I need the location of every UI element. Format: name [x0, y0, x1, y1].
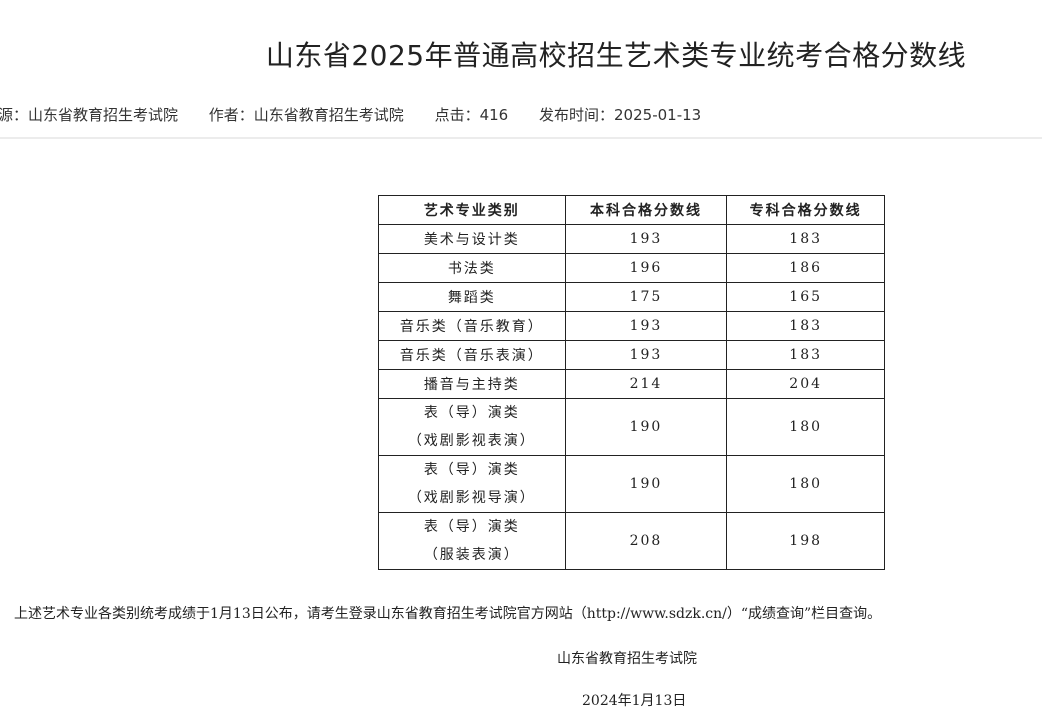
cell-junior: 183	[726, 340, 885, 370]
category-line: 书法类	[447, 261, 496, 277]
cell-junior: 204	[726, 369, 885, 399]
table-row: 舞蹈类 175 165	[378, 282, 885, 312]
cell-bachelor: 193	[564, 340, 728, 370]
cell-bachelor: 196	[564, 253, 728, 283]
table-row: 表（导）演类 （戏剧影视表演） 190 180	[378, 398, 885, 456]
cell-junior: 165	[726, 282, 885, 312]
signature: 山东省教育招生考试院	[557, 651, 697, 667]
meta-clicks: 点击：416	[434, 106, 509, 124]
cell-category: 播音与主持类	[378, 369, 566, 399]
table-row: 音乐类（音乐教育） 193 183	[378, 311, 885, 341]
article-title: 山东省2025年普通高校招生艺术类专业统考合格分数线	[265, 39, 967, 72]
cell-bachelor: 190	[564, 455, 728, 513]
table-row: 美术与设计类 193 183	[378, 224, 885, 254]
cell-category: 音乐类（音乐表演）	[378, 340, 566, 370]
meta-source: 源：山东省教育招生考试院	[0, 106, 179, 124]
cell-category: 表（导）演类 （戏剧影视表演）	[378, 398, 566, 456]
cell-category: 表（导）演类 （服装表演）	[378, 512, 566, 570]
meta-published: 发布时间：2025-01-13	[539, 106, 702, 124]
category-line: （服装表演）	[423, 547, 520, 563]
cell-bachelor: 175	[564, 282, 728, 312]
meta-author: 作者：山东省教育招生考试院	[208, 106, 404, 124]
cell-junior: 180	[726, 455, 885, 513]
cell-bachelor: 193	[564, 311, 728, 341]
cell-category: 美术与设计类	[378, 224, 566, 254]
cell-bachelor: 214	[564, 369, 728, 399]
category-line: （戏剧影视导演）	[407, 490, 536, 506]
category-line: 表（导）演类	[423, 519, 520, 535]
signature-date: 2024年1月13日	[582, 693, 687, 709]
cell-junior: 186	[726, 253, 885, 283]
category-line: 音乐类（音乐教育）	[399, 319, 544, 335]
category-line: 表（导）演类	[423, 405, 520, 421]
notice-text: 上述艺术专业各类别统考成绩于1月13日公布，请考生登录山东省教育招生考试院官方网…	[14, 606, 882, 622]
cell-category: 音乐类（音乐教育）	[378, 311, 566, 341]
category-line: （戏剧影视表演）	[407, 433, 536, 449]
cell-bachelor: 208	[564, 512, 728, 570]
category-line: 音乐类（音乐表演）	[399, 348, 544, 364]
cell-category: 书法类	[378, 253, 566, 283]
table-header-row: 艺术专业类别 本科合格分数线 专科合格分数线	[378, 195, 885, 225]
cell-junior: 183	[726, 224, 885, 254]
cell-junior: 180	[726, 398, 885, 456]
article-meta: 源：山东省教育招生考试院 作者：山东省教育招生考试院 点击：416 发布时间：2…	[0, 104, 727, 125]
table-row: 播音与主持类 214 204	[378, 369, 885, 399]
category-line: 表（导）演类	[423, 462, 520, 478]
header-category: 艺术专业类别	[378, 195, 566, 225]
cell-category: 表（导）演类 （戏剧影视导演）	[378, 455, 566, 513]
score-table: 艺术专业类别 本科合格分数线 专科合格分数线 美术与设计类 193 183 书法类 19…	[378, 195, 885, 570]
table-row: 表（导）演类 （服装表演） 208 198	[378, 512, 885, 570]
category-line: 美术与设计类	[423, 232, 520, 248]
cell-junior: 183	[726, 311, 885, 341]
cell-bachelor: 190	[564, 398, 728, 456]
table-row: 书法类 196 186	[378, 253, 885, 283]
table-row: 音乐类（音乐表演） 193 183	[378, 340, 885, 370]
divider	[0, 137, 1042, 139]
table-row: 表（导）演类 （戏剧影视导演） 190 180	[378, 455, 885, 513]
cell-bachelor: 193	[564, 224, 728, 254]
cell-category: 舞蹈类	[378, 282, 566, 312]
header-junior: 专科合格分数线	[726, 195, 885, 225]
cell-junior: 198	[726, 512, 885, 570]
category-line: 播音与主持类	[423, 377, 520, 393]
category-line: 舞蹈类	[447, 290, 496, 306]
header-bachelor: 本科合格分数线	[564, 195, 728, 225]
